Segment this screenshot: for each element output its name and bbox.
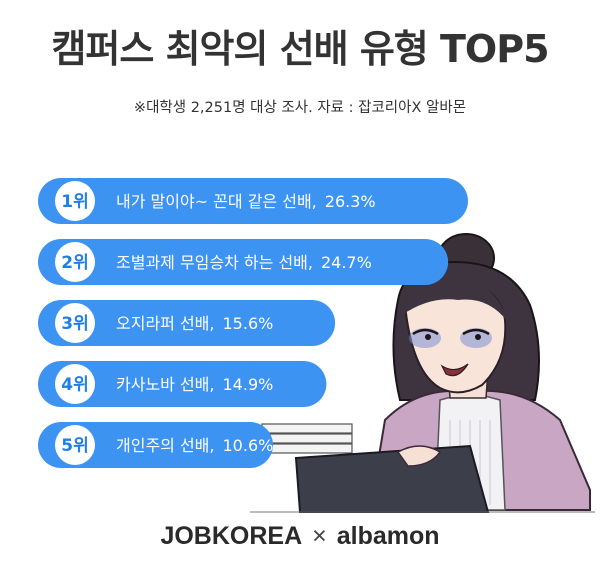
category-label-2: 조별과제 무임승차 하는 선배, <box>116 253 313 272</box>
bar-3 <box>38 300 336 346</box>
bar-2 <box>38 239 449 285</box>
rank-label-4: 4위 <box>61 375 88 395</box>
rank-label-1: 1위 <box>61 192 88 212</box>
bar-4 <box>38 361 327 407</box>
value-label-2: 24.7% <box>321 253 372 272</box>
albamon-logo: albamon <box>336 522 440 550</box>
value-label-3: 15.6% <box>223 314 274 333</box>
bar-5 <box>38 422 273 468</box>
value-label-1: 26.3% <box>325 192 376 211</box>
rank-badge-3 <box>55 303 95 343</box>
logo-cross: × <box>312 522 327 550</box>
category-label-3: 오지라퍼 선배, <box>116 314 215 333</box>
rank-label-5: 5위 <box>61 436 88 456</box>
page-title: 캠퍼스 최악의 선배 유형 TOP5 <box>51 27 549 71</box>
rank-badge-1 <box>55 181 95 221</box>
jobkorea-logo: JOBKOREA <box>160 522 303 550</box>
brand-logos: JOBKOREA × albamon <box>0 522 600 551</box>
category-label-5: 개인주의 선배, <box>116 436 215 455</box>
rank-label-2: 2위 <box>61 253 88 273</box>
page-subtitle: ※대학생 2,251명 대상 조사. 자료 : 잡코리아X 알바몬 <box>133 100 467 116</box>
rank-badge-5 <box>55 425 95 465</box>
rank-badge-4 <box>55 364 95 404</box>
value-label-5: 10.6% <box>223 436 274 455</box>
bar-1 <box>38 178 468 224</box>
rank-badge-2 <box>55 242 95 282</box>
category-label-4: 카사노바 선배, <box>116 375 215 394</box>
category-label-1: 내가 말이야~ 꼰대 같은 선배, <box>116 192 317 211</box>
rank-label-3: 3위 <box>61 314 88 334</box>
value-label-4: 14.9% <box>223 375 274 394</box>
